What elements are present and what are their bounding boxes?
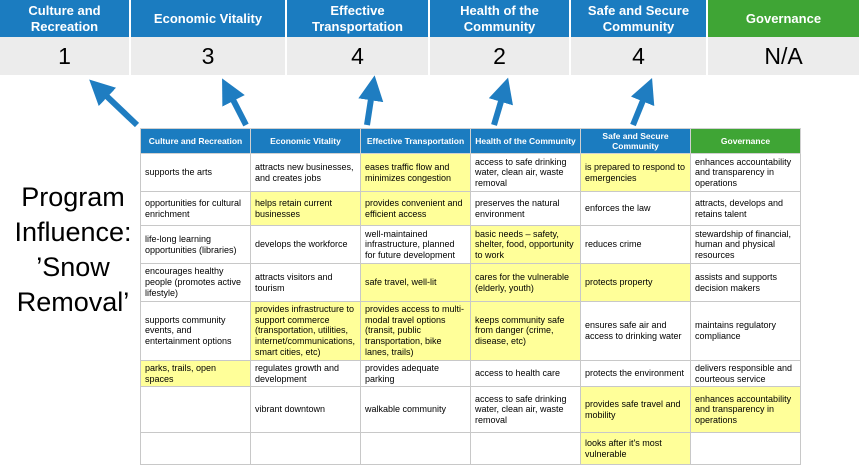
matrix-cell-r5-c1: supports community events, and entertain… bbox=[140, 300, 251, 361]
matrix-cell-r3-c5: reduces crime bbox=[580, 225, 691, 265]
matrix-cell-r8-c2 bbox=[250, 432, 361, 465]
matrix-cell-r1-c2: attracts new businesses, and creates job… bbox=[250, 153, 361, 193]
banner-header-row: Culture and Recreation Economic Vitality E… bbox=[0, 0, 859, 37]
influence-matrix: Culture and Recreation Economic Vitality E… bbox=[140, 127, 801, 465]
matrix-header-health-of-the-community: Health of the Community bbox=[470, 127, 581, 155]
matrix-cell-r2-c5: enforces the law bbox=[580, 191, 691, 227]
matrix-cell-r1-c5: is prepared to respond to emergencies bbox=[580, 153, 691, 193]
matrix-cell-r5-c3: provides access to multi-modal travel op… bbox=[360, 300, 471, 361]
matrix-row-1: supports the arts attracts new businesses… bbox=[140, 153, 801, 193]
matrix-header-effective-transportation: Effective Transportation bbox=[360, 127, 471, 155]
banner-header-culture-and-recreation: Culture and Recreation bbox=[0, 0, 131, 37]
matrix-row-2: opportunities for cultural enrichment hel… bbox=[140, 191, 801, 227]
banner-header-economic-vitality: Economic Vitality bbox=[131, 0, 287, 37]
matrix-cell-r7-c3: walkable community bbox=[360, 386, 471, 434]
banner-score-governance: N/A bbox=[708, 37, 859, 75]
matrix-cell-r3-c6: stewardship of financial, human and phys… bbox=[690, 225, 801, 265]
matrix-cell-r7-c1 bbox=[140, 386, 251, 434]
up-arrow-icon-4 bbox=[488, 77, 513, 126]
matrix-cell-r3-c3: well-maintained infrastructure, planned … bbox=[360, 225, 471, 265]
program-title: Program Influence: ’Snow Removal’ bbox=[14, 182, 132, 318]
matrix-cell-r1-c6: enhances accountability and transparency… bbox=[690, 153, 801, 193]
matrix-cell-r2-c6: attracts, develops and retains talent bbox=[690, 191, 801, 227]
matrix-cell-r8-c5: looks after it's most vulnerable bbox=[580, 432, 691, 465]
matrix-cell-r6-c2: regulates growth and development bbox=[250, 359, 361, 388]
matrix-cell-r4-c4: cares for the vulnerable (elderly, youth… bbox=[470, 263, 581, 302]
matrix-row-4: encourages healthy people (promotes acti… bbox=[140, 263, 801, 302]
matrix-cell-r7-c6: enhances accountability and transparency… bbox=[690, 386, 801, 434]
banner: Culture and Recreation Economic Vitality E… bbox=[0, 0, 859, 75]
banner-header-health-of-the-community: Health of the Community bbox=[430, 0, 571, 37]
matrix-cell-r5-c2: provides infrastructure to support comme… bbox=[250, 300, 361, 361]
up-arrow-icon-2 bbox=[222, 78, 249, 127]
matrix-cell-r1-c1: supports the arts bbox=[140, 153, 251, 193]
matrix-cell-r5-c5: ensures safe air and access to drinking … bbox=[580, 300, 691, 361]
matrix-cell-r7-c2: vibrant downtown bbox=[250, 386, 361, 434]
influence-arrows bbox=[89, 75, 655, 128]
matrix-header-row: Culture and Recreation Economic Vitality E… bbox=[140, 127, 801, 155]
banner-score-economic-vitality: 3 bbox=[131, 37, 287, 75]
banner-score-safe-and-secure-community: 4 bbox=[571, 37, 708, 75]
matrix-cell-r8-c1 bbox=[140, 432, 251, 465]
matrix-row-7: vibrant downtown walkable community access… bbox=[140, 386, 801, 434]
banner-score-health-of-the-community: 2 bbox=[430, 37, 571, 75]
matrix-row-5: supports community events, and entertain… bbox=[140, 300, 801, 361]
matrix-cell-r6-c4: access to health care bbox=[470, 359, 581, 388]
banner-score-row: 1 3 4 2 4 N/A bbox=[0, 37, 859, 75]
matrix-cell-r3-c4: basic needs – safety, shelter, food, opp… bbox=[470, 225, 581, 265]
banner-header-safe-and-secure-community: Safe and Secure Community bbox=[571, 0, 708, 37]
matrix-cell-r2-c3: provides convenient and efficient access bbox=[360, 191, 471, 227]
matrix-row-8: looks after it's most vulnerable bbox=[140, 432, 801, 465]
matrix-cell-r6-c1: parks, trails, open spaces bbox=[140, 359, 251, 388]
matrix-cell-r1-c4: access to safe drinking water, clean air… bbox=[470, 153, 581, 193]
matrix-cell-r7-c4: access to safe drinking water, clean air… bbox=[470, 386, 581, 434]
matrix-header-safe-and-secure-community: Safe and Secure Community bbox=[580, 127, 691, 155]
matrix-cell-r2-c4: preserves the natural environment bbox=[470, 191, 581, 227]
matrix-cell-r2-c2: helps retain current businesses bbox=[250, 191, 361, 227]
matrix-cell-r8-c3 bbox=[360, 432, 471, 465]
matrix-cell-r6-c6: delivers responsible and courteous servi… bbox=[690, 359, 801, 388]
up-arrow-icon-1 bbox=[89, 79, 140, 128]
banner-header-effective-transportation: Effective Transportation bbox=[287, 0, 430, 37]
matrix-cell-r4-c5: protects property bbox=[580, 263, 691, 302]
matrix-cell-r8-c6 bbox=[690, 432, 801, 465]
up-arrow-icon-3 bbox=[358, 75, 384, 126]
matrix-cell-r3-c2: develops the workforce bbox=[250, 225, 361, 265]
up-arrow-icon-5 bbox=[630, 77, 655, 127]
matrix-cell-r7-c5: provides safe travel and mobility bbox=[580, 386, 691, 434]
matrix-cell-r3-c1: life-long learning opportunities (librar… bbox=[140, 225, 251, 265]
matrix-cell-r2-c1: opportunities for cultural enrichment bbox=[140, 191, 251, 227]
matrix-cell-r4-c6: assists and supports decision makers bbox=[690, 263, 801, 302]
matrix-cell-r4-c3: safe travel, well-lit bbox=[360, 263, 471, 302]
matrix-cell-r4-c2: attracts visitors and tourism bbox=[250, 263, 361, 302]
banner-score-culture-and-recreation: 1 bbox=[0, 37, 131, 75]
matrix-cell-r6-c5: protects the environment bbox=[580, 359, 691, 388]
matrix-cell-r6-c3: provides adequate parking bbox=[360, 359, 471, 388]
matrix-cell-r5-c4: keeps community safe from danger (crime,… bbox=[470, 300, 581, 361]
matrix-cell-r1-c3: eases traffic flow and minimizes congest… bbox=[360, 153, 471, 193]
matrix-row-6: parks, trails, open spaces regulates grow… bbox=[140, 359, 801, 388]
matrix-header-culture-and-recreation: Culture and Recreation bbox=[140, 127, 251, 155]
matrix-cell-r8-c4 bbox=[470, 432, 581, 465]
matrix-header-governance: Governance bbox=[690, 127, 801, 155]
banner-score-effective-transportation: 4 bbox=[287, 37, 430, 75]
matrix-cell-r4-c1: encourages healthy people (promotes acti… bbox=[140, 263, 251, 302]
banner-header-governance: Governance bbox=[708, 0, 859, 37]
matrix-header-economic-vitality: Economic Vitality bbox=[250, 127, 361, 155]
matrix-cell-r5-c6: maintains regulatory compliance bbox=[690, 300, 801, 361]
matrix-body: supports the arts attracts new businesses… bbox=[140, 153, 801, 465]
matrix-row-3: life-long learning opportunities (librar… bbox=[140, 225, 801, 265]
